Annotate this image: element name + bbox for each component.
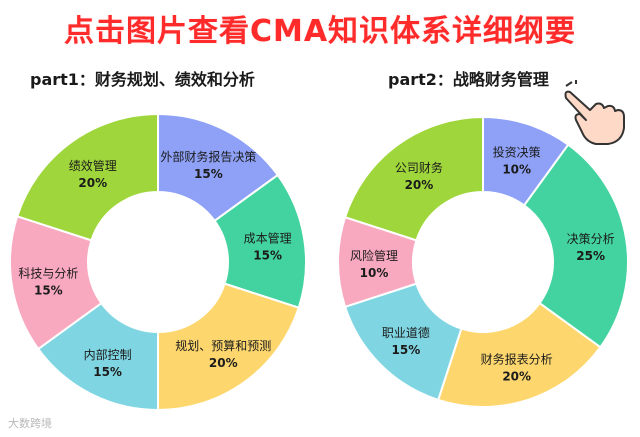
- slice-category-label-0-4: 科技与分析: [18, 266, 78, 280]
- slice-category-label-0-5: 绩效管理: [69, 158, 117, 173]
- chart-title-part1: part1：财务规划、绩效和分析: [30, 70, 255, 89]
- slice-value-label-0-1: 15%: [253, 249, 282, 263]
- donut-slice-1-1: [522, 143, 629, 349]
- slice-value-label-1-4: 10%: [360, 266, 389, 280]
- donut-slice-1-5: [343, 115, 484, 242]
- slice-category-label-1-5: 公司财务: [395, 160, 443, 175]
- slice-category-label-1-4: 风险管理: [350, 248, 398, 263]
- donut-chart-part1: 外部财务报告决策 15% 成本管理 15% 规划、预算和预测 20% 内部控制 15% 科技与分…: [9, 112, 307, 412]
- slice-value-label-0-4: 15%: [34, 283, 63, 297]
- slice-value-label-1-2: 20%: [502, 370, 531, 384]
- slice-value-label-0-5: 20%: [78, 176, 107, 190]
- slice-category-label-0-3: 内部控制: [84, 347, 132, 362]
- slice-value-label-0-0: 15%: [194, 167, 223, 181]
- slice-category-label-0-2: 规划、预算和预测: [175, 338, 271, 353]
- slice-category-label-1-3: 职业道德: [382, 325, 430, 340]
- slice-category-label-0-0: 外部财务报告决策: [160, 149, 256, 164]
- chart-title-part2: part2：战略财务管理: [388, 70, 549, 89]
- watermark-text: 大数跨境: [8, 417, 52, 430]
- donut-slice-0-5: [15, 112, 159, 242]
- slice-category-label-1-1: 决策分析: [567, 232, 615, 246]
- slice-category-label-0-1: 成本管理: [244, 231, 292, 246]
- slice-value-label-0-2: 20%: [209, 356, 238, 370]
- slice-category-label-1-2: 财务报表分析: [481, 352, 553, 367]
- slice-category-label-1-0: 投资决策: [493, 144, 541, 159]
- pointing-hand-icon: [564, 80, 625, 145]
- donut-slice-1-2: [436, 301, 602, 408]
- page-banner-title[interactable]: 点击图片查看CMA知识体系详细纲要: [63, 14, 577, 49]
- slice-value-label-1-1: 25%: [576, 249, 605, 263]
- slice-value-label-1-3: 15%: [392, 343, 421, 357]
- slice-value-label-0-3: 15%: [93, 365, 122, 379]
- donut-slice-0-2: [157, 282, 301, 412]
- slice-value-label-1-0: 10%: [502, 162, 531, 176]
- slice-value-label-1-5: 20%: [405, 178, 434, 192]
